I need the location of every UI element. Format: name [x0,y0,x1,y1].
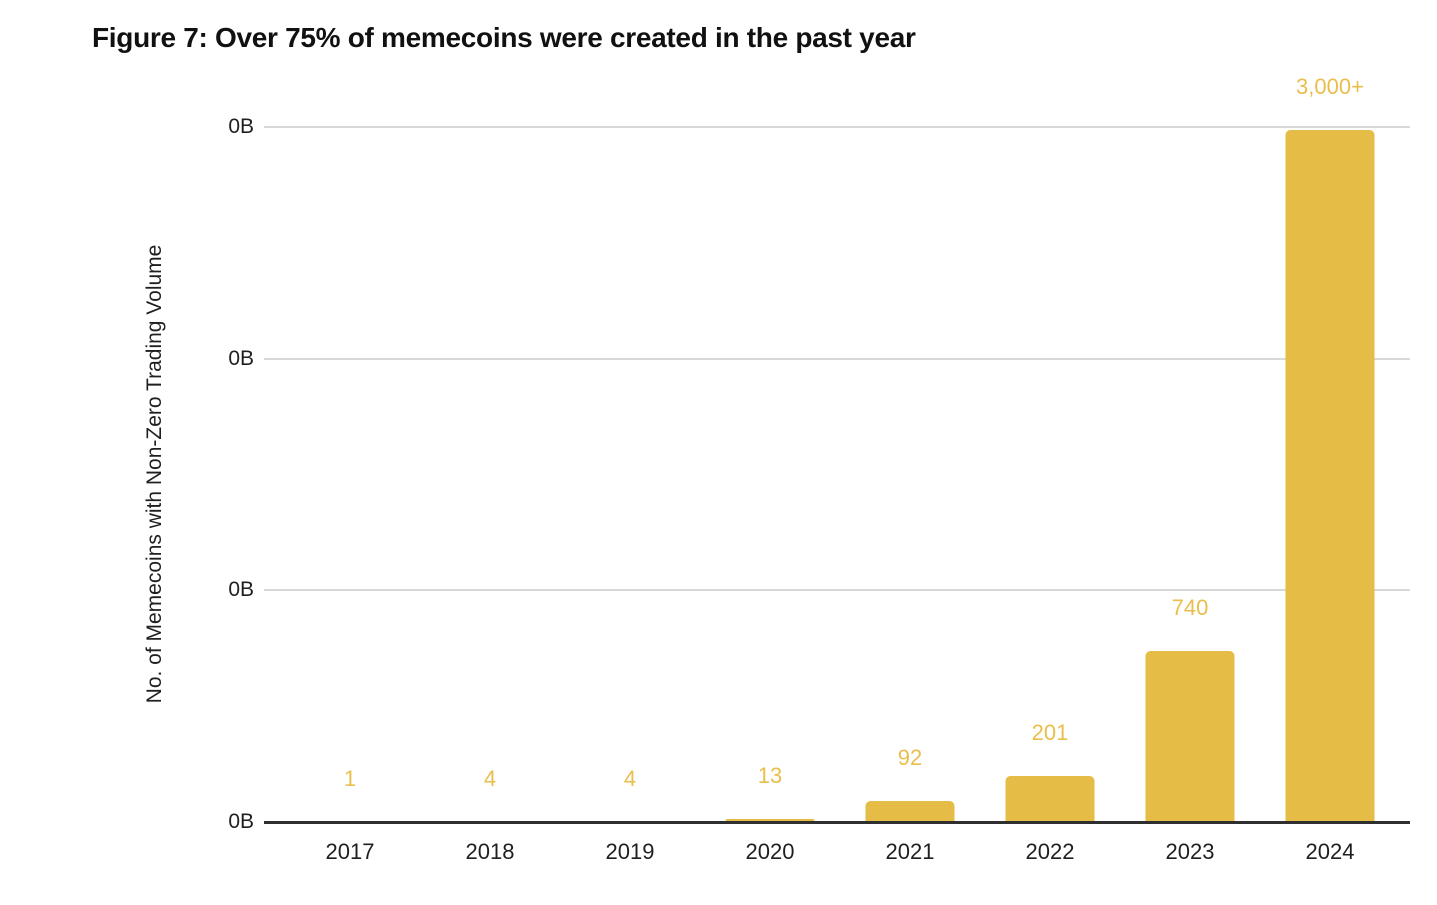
bar-2021 [865,801,955,822]
bar-value-label-2021: 92 [897,745,923,770]
bar-slot-2021: 92 [840,127,980,822]
bar-slot-2022: 201 [980,127,1120,822]
bar-value-label-2017: 1 [343,766,357,791]
x-tick-label-2020: 2020 [745,839,795,864]
y-tick-label: 0B [228,347,254,370]
gridline [264,358,1410,360]
bar-2023 [1145,651,1235,822]
x-tick-label-2019: 2019 [605,839,655,864]
x-tick-label-2017: 2017 [325,839,375,864]
figure-title: Figure 7: Over 75% of memecoins were cre… [92,22,916,53]
bar-value-label-2022: 201 [1031,720,1069,745]
bar-value-label-2023: 740 [1171,595,1209,620]
bar-slot-2019: 4 [560,127,700,822]
plot-area: 1 4 4 13 92 201 740 3,000+ 0B 0B 0B 0B [228,74,1410,832]
bars-layer: 1 4 4 13 92 201 740 3,000+ [280,74,1400,822]
x-tick-label-2022: 2022 [1025,839,1075,864]
bar-slot-2023: 740 [1120,127,1260,822]
gridline [264,589,1410,591]
y-tick-label: 0B [228,115,254,138]
x-axis: 2017 2018 2019 2020 2021 2022 2023 2024 [280,839,1400,865]
bar-value-label-2018: 4 [483,766,497,791]
x-axis-baseline [264,821,1410,824]
y-tick-label: 0B [228,810,254,833]
gridline [264,126,1410,128]
x-tick-label-2024: 2024 [1305,839,1355,864]
y-axis-title: No. of Memecoins with Non-Zero Trading V… [143,244,166,704]
bar-value-label-2024: 3,000+ [1296,74,1364,99]
bar-slot-2018: 4 [420,127,560,822]
bar-2022 [1005,776,1095,822]
x-tick-label-2018: 2018 [465,839,515,864]
x-tick-label-2023: 2023 [1165,839,1215,864]
bar-2020 [725,819,815,822]
y-tick-label: 0B [228,578,254,601]
x-tick-label-2021: 2021 [885,839,935,864]
bar-value-label-2019: 4 [623,766,637,791]
bar-value-label-2020: 13 [757,763,783,788]
bar-2024 [1285,130,1375,822]
bar-slot-2024: 3,000+ [1260,74,1400,822]
bar-slot-2020: 13 [700,127,840,822]
bar-slot-2017: 1 [280,127,420,822]
